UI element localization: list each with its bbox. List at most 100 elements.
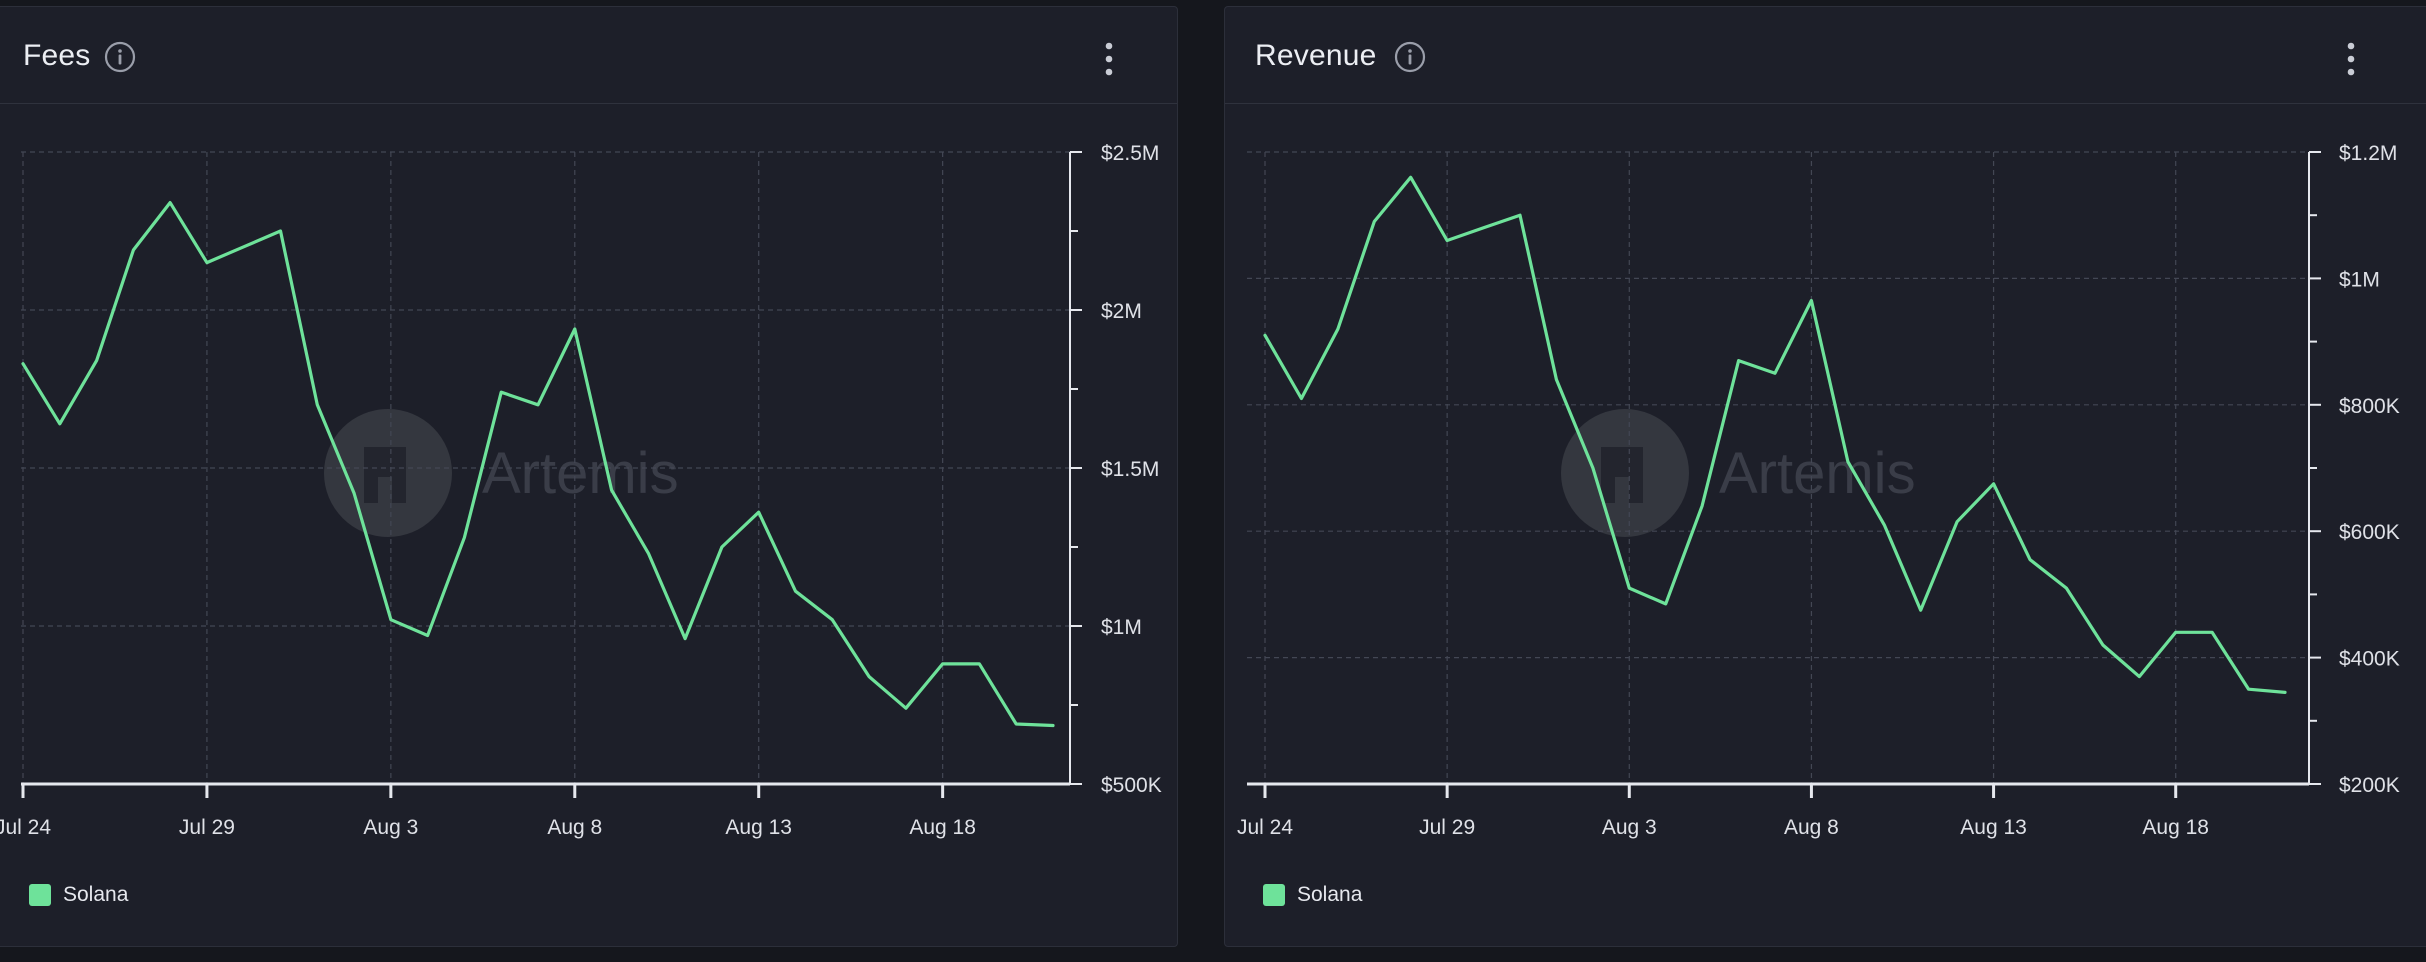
data-point — [1992, 482, 1995, 485]
artemis-watermark: Artemis — [324, 409, 679, 537]
legend-swatch — [29, 884, 51, 906]
data-point — [1052, 724, 1055, 727]
data-point — [684, 637, 687, 640]
x-tick-label: Jul 24 — [1237, 816, 1293, 839]
y-tick-label: $1.5M — [1101, 458, 1159, 481]
info-circle-icon[interactable] — [1394, 41, 1426, 73]
legend-label: Solana — [63, 883, 129, 906]
y-tick-label: $2M — [1101, 300, 1142, 323]
data-point — [1774, 372, 1777, 375]
x-tick-label: Jul 24 — [0, 816, 51, 839]
kebab-menu-icon[interactable] — [2345, 41, 2357, 77]
x-tick-label: Aug 18 — [2142, 816, 2209, 839]
series-line-solana — [21, 201, 1055, 728]
watermark-logo-mark — [1601, 447, 1643, 503]
revenue-panel-header: Revenue — [1225, 7, 2426, 104]
data-point — [1846, 460, 1849, 463]
data-point — [279, 230, 282, 233]
data-point — [1446, 239, 1449, 242]
data-point — [647, 552, 650, 555]
data-point — [1015, 722, 1018, 725]
data-point — [1300, 397, 1303, 400]
data-point — [1628, 587, 1631, 590]
y-tick-label: $2.5M — [1101, 142, 1159, 165]
data-point — [169, 201, 172, 204]
watermark-logo-mark — [364, 447, 406, 503]
panel-title: Fees — [23, 39, 91, 72]
data-point — [757, 511, 760, 514]
x-tick-label: Aug 13 — [725, 816, 792, 839]
y-tick-label: $500K — [1101, 774, 1162, 797]
x-tick-label: Jul 29 — [1419, 816, 1475, 839]
data-point — [242, 245, 245, 248]
data-point — [2211, 631, 2214, 634]
data-point — [22, 362, 25, 365]
data-point — [1409, 176, 1412, 179]
data-point — [941, 662, 944, 665]
data-point — [2284, 691, 2287, 694]
data-point — [1664, 602, 1667, 605]
data-point — [463, 536, 466, 539]
watermark-text: Artemis — [482, 441, 679, 506]
data-point — [1264, 334, 1267, 337]
legend-label: Solana — [1297, 883, 1363, 906]
y-tick-label: $1M — [1101, 616, 1142, 639]
data-point — [58, 422, 61, 425]
data-point — [610, 489, 613, 492]
y-tick-label: $1M — [2339, 268, 2380, 291]
data-point — [1737, 359, 1740, 362]
data-point — [2247, 688, 2250, 691]
legend-swatch — [1263, 884, 1285, 906]
data-point — [794, 590, 797, 593]
info-circle-icon[interactable] — [104, 41, 136, 73]
data-point — [1919, 609, 1922, 612]
data-point — [537, 403, 540, 406]
data-point — [573, 327, 576, 330]
data-point — [2174, 631, 2177, 634]
legend-item-solana[interactable]: Solana — [29, 883, 128, 907]
data-point — [2065, 587, 2068, 590]
revenue-panel: Revenue Artemis $200K $400K $600K $800K $1M $1… — [1224, 6, 2426, 947]
fees-chart: Artemis $500K $1M $1.5M $2M $2.5M Jul 24 Jul 29… — [0, 142, 1162, 839]
x-tick-label: Aug 3 — [363, 816, 418, 839]
y-tick-label: $800K — [2339, 395, 2400, 418]
x-tick-label: Aug 13 — [1960, 816, 2027, 839]
artemis-watermark: Artemis — [1561, 409, 1916, 537]
legend-item-solana[interactable]: Solana — [1263, 883, 1362, 907]
data-point — [1883, 523, 1886, 526]
data-point — [978, 662, 981, 665]
data-point — [1810, 299, 1813, 302]
kebab-menu-icon[interactable] — [1103, 41, 1115, 77]
data-point — [1591, 467, 1594, 470]
data-point — [1956, 520, 1959, 523]
fees-panel-header: Fees — [0, 7, 1177, 104]
data-point — [2029, 558, 2032, 561]
x-tick-label: Aug 8 — [547, 816, 602, 839]
x-tick-label: Aug 18 — [909, 816, 976, 839]
y-tick-label: $1.2M — [2339, 142, 2397, 165]
x-tick-label: Aug 8 — [1784, 816, 1839, 839]
data-point — [1482, 226, 1485, 229]
data-point — [1519, 214, 1522, 217]
data-point — [2138, 675, 2141, 678]
x-tick-label: Jul 29 — [179, 816, 235, 839]
data-point — [868, 675, 871, 678]
data-point — [205, 261, 208, 264]
fees-panel: Fees Artemis $500K $1M $1.5M $2M $2.5M Jul 24 J… — [0, 6, 1178, 947]
series-line-solana — [1263, 175, 2287, 695]
y-tick-label: $400K — [2339, 648, 2400, 671]
y-tick-label: $600K — [2339, 521, 2400, 544]
data-point — [389, 618, 392, 621]
data-point — [95, 359, 98, 362]
data-point — [720, 546, 723, 549]
data-point — [1701, 504, 1704, 507]
revenue-chart: Artemis $200K $400K $600K $800K $1M $1.2M Jul 2… — [1237, 142, 2400, 839]
data-point — [353, 492, 356, 495]
panel-title: Revenue — [1255, 39, 1377, 72]
data-point — [831, 618, 834, 621]
data-point — [316, 403, 319, 406]
data-point — [426, 634, 429, 637]
data-point — [1373, 220, 1376, 223]
data-point — [500, 391, 503, 394]
watermark-text: Artemis — [1719, 441, 1916, 506]
